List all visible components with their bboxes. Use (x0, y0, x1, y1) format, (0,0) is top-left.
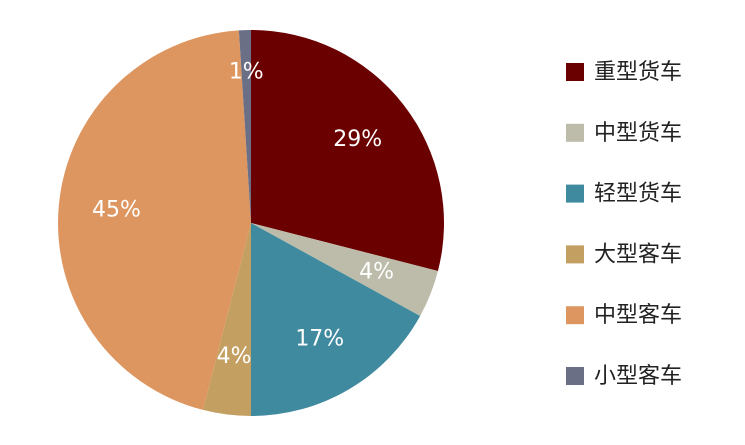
pie-slice (251, 30, 445, 271)
data-label: 4% (217, 344, 252, 369)
data-label: 45% (92, 197, 141, 222)
legend-label: 中型客车 (594, 303, 682, 328)
legend-label: 大型客车 (594, 242, 682, 267)
pie-slice (238, 30, 251, 223)
pie-slice (251, 223, 438, 316)
pie-slice (251, 223, 421, 416)
data-label: 17% (295, 326, 344, 351)
pie-slice (58, 30, 251, 410)
legend-swatch (566, 184, 584, 203)
legend-label: 中型货车 (594, 121, 682, 146)
pie-slice (203, 223, 251, 416)
legend-swatch (566, 245, 584, 264)
legend-swatch (566, 367, 584, 385)
legend-label: 重型货车 (594, 60, 682, 85)
legend-swatch (566, 123, 584, 142)
legend-label: 小型客车 (594, 364, 682, 389)
legend-label: 轻型货车 (594, 182, 682, 207)
legend-swatch (566, 306, 584, 325)
data-label: 29% (333, 127, 382, 152)
data-label: 4% (359, 260, 394, 285)
legend-swatch (566, 63, 584, 81)
data-label: 1% (229, 60, 264, 85)
